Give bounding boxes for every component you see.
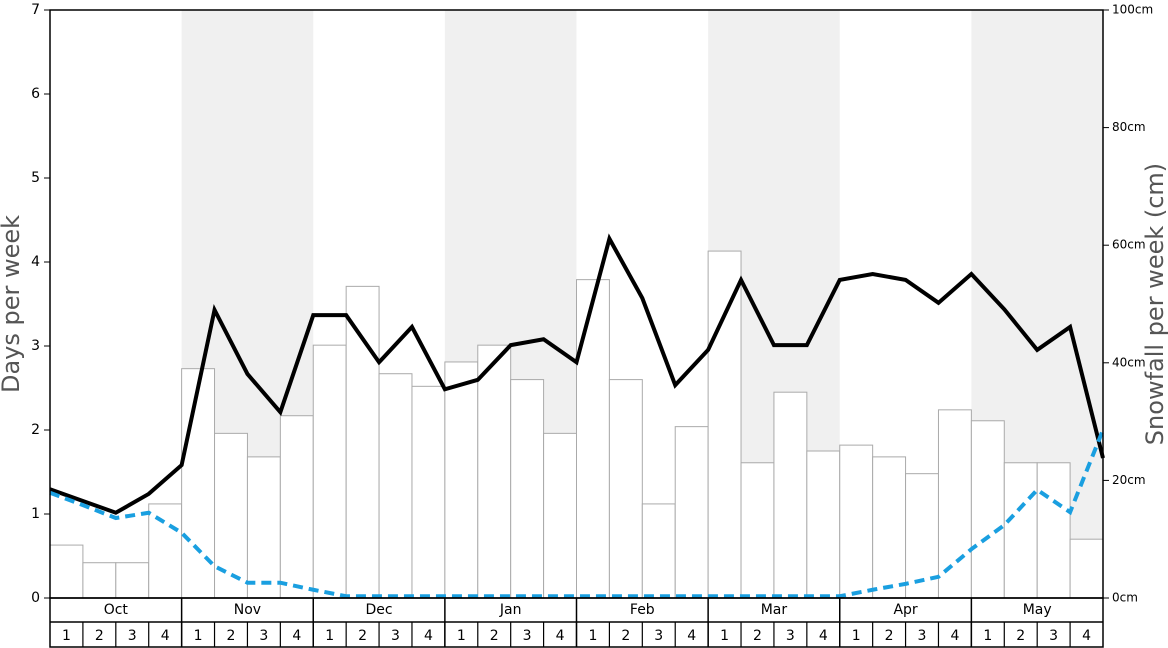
x-tick-label: 4 [424, 628, 433, 644]
bar [246, 456, 281, 599]
bar [674, 426, 709, 599]
x-tick-label: 1 [194, 628, 203, 644]
x-tick-label: 1 [983, 628, 992, 644]
bar [312, 344, 347, 599]
y2-tick-label: 20cm [1112, 473, 1146, 487]
month-label: Nov [234, 602, 261, 618]
bar [82, 562, 117, 599]
bar [411, 385, 446, 599]
y-tick-label: 4 [31, 254, 40, 270]
x-tick-label: 3 [918, 628, 927, 644]
x-tick-label: 2 [1016, 628, 1025, 644]
x-tick-label: 3 [523, 628, 532, 644]
y-tick-label: 5 [31, 170, 40, 186]
bar [477, 344, 512, 599]
month-label: Dec [366, 602, 393, 618]
y2-tick-label: 0cm [1112, 591, 1138, 605]
bar [279, 415, 314, 599]
x-tick-label: 4 [950, 628, 959, 644]
y-tick-label: 7 [31, 2, 40, 18]
y2-tick-label: 60cm [1112, 238, 1146, 252]
bar [839, 444, 874, 599]
bar [773, 391, 808, 599]
x-tick-label: 2 [621, 628, 630, 644]
bar [378, 373, 413, 599]
bar [444, 361, 479, 599]
bar [872, 456, 907, 599]
month-label: Jan [499, 602, 522, 618]
month-label: Oct [104, 602, 129, 618]
x-tick-label: 1 [457, 628, 466, 644]
bar [148, 503, 183, 599]
x-tick-label: 1 [720, 628, 729, 644]
y-tick-label: 3 [31, 338, 40, 354]
x-tick-label: 1 [852, 628, 861, 644]
bar [608, 379, 643, 599]
x-tick-label: 4 [556, 628, 565, 644]
bar [740, 462, 775, 599]
bar [970, 420, 1005, 599]
y2-axis-label: Snowfall per week (cm) [1141, 163, 1168, 445]
y-tick-label: 6 [31, 86, 40, 102]
x-tick-label: 3 [654, 628, 663, 644]
line [49, 429, 1105, 599]
y-tick-label: 1 [31, 506, 40, 522]
bar [510, 379, 545, 599]
bar [1003, 462, 1038, 599]
bar [576, 279, 610, 599]
x-tick-label: 3 [391, 628, 400, 644]
bar [214, 432, 248, 599]
y-axis-label: Days per week [0, 215, 25, 393]
x-tick-label: 3 [259, 628, 268, 644]
month-label: Feb [630, 602, 655, 618]
x-tick-label: 2 [95, 628, 104, 644]
bar [49, 544, 84, 599]
bar [806, 450, 841, 599]
line [49, 233, 1105, 515]
x-tick-label: 4 [687, 628, 696, 644]
bar [345, 285, 380, 599]
y2-tick-label: 100cm [1112, 3, 1153, 17]
x-tick-label: 2 [490, 628, 499, 644]
month-label: May [1023, 602, 1052, 618]
x-tick-label: 4 [819, 628, 828, 644]
month-label: Mar [761, 602, 788, 618]
bar [707, 250, 742, 599]
bar [543, 432, 577, 599]
month-label: Apr [893, 602, 917, 618]
x-tick-label: 2 [885, 628, 894, 644]
y2-tick-label: 40cm [1112, 355, 1146, 369]
y-tick-label: 2 [31, 422, 40, 438]
bar [1069, 538, 1104, 599]
x-tick-label: 4 [1082, 628, 1091, 644]
x-tick-label: 3 [128, 628, 137, 644]
y2-tick-label: 80cm [1112, 120, 1146, 134]
x-tick-label: 3 [786, 628, 795, 644]
bar [641, 503, 676, 599]
x-tick-label: 2 [753, 628, 762, 644]
y-tick-label: 0 [31, 590, 40, 606]
marks [49, 233, 1105, 599]
x-tick-label: 4 [292, 628, 301, 644]
x-tick-label: 3 [1049, 628, 1058, 644]
x-tick-label: 1 [62, 628, 71, 644]
x-tick-label: 4 [161, 628, 170, 644]
bar [937, 409, 972, 599]
x-tick-label: 2 [358, 628, 367, 644]
bar [115, 562, 150, 599]
bar [1036, 462, 1071, 599]
x-tick-label: 2 [227, 628, 236, 644]
x-tick-label: 1 [588, 628, 597, 644]
x-tick-label: 1 [325, 628, 334, 644]
